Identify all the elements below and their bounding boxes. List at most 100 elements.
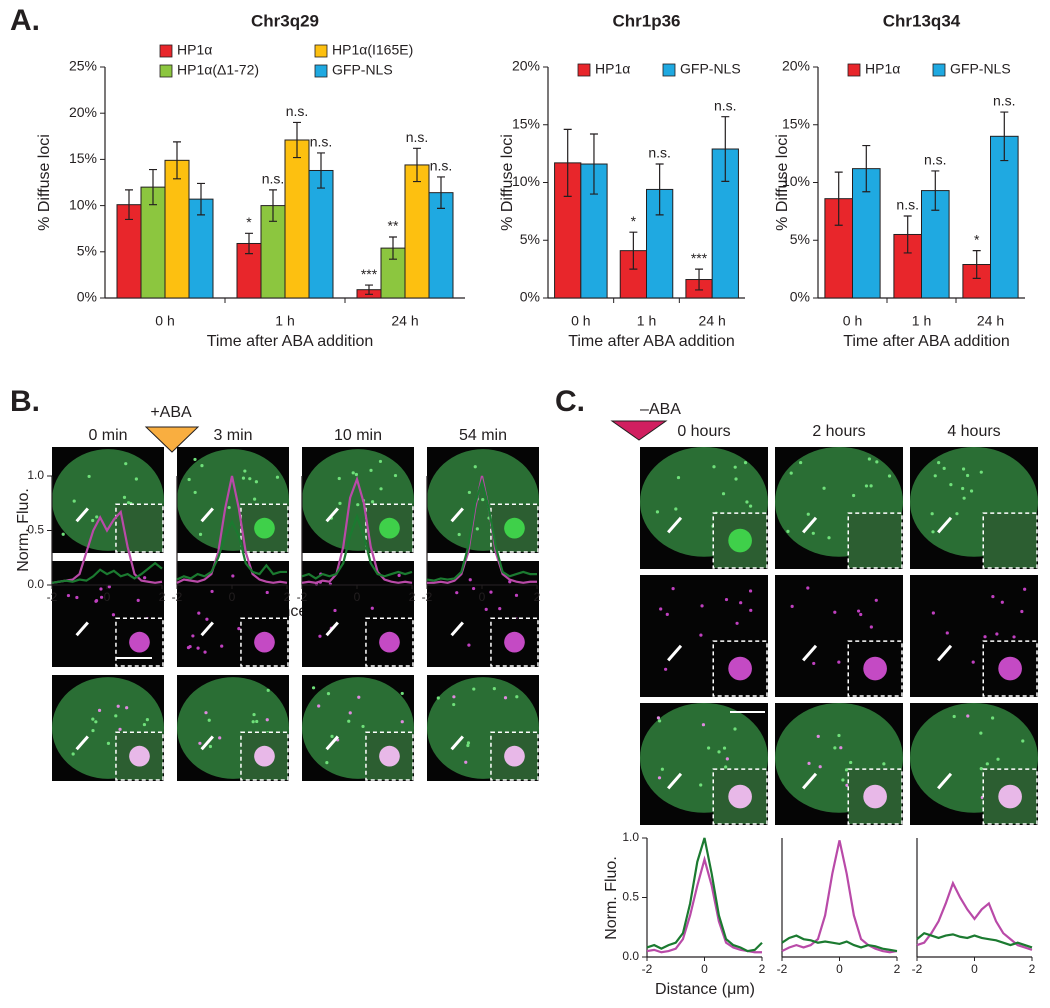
- legend-label: HP1α: [595, 61, 630, 77]
- error-bar: [1000, 111, 1009, 162]
- spot: [699, 783, 703, 787]
- y-tick-label: 1.0: [27, 468, 44, 482]
- significance: *: [974, 231, 980, 247]
- spot: [659, 607, 663, 611]
- profile-line: [325, 507, 339, 523]
- treatment-label: +ABA: [150, 404, 192, 421]
- spot: [991, 716, 995, 720]
- spot: [671, 586, 675, 591]
- bar: [140, 186, 166, 299]
- spot: [472, 687, 476, 691]
- y-tick-label: 20%: [782, 58, 810, 74]
- inset-spot: [863, 656, 887, 681]
- spot: [231, 574, 235, 578]
- profile-line: [802, 516, 818, 534]
- spot: [400, 720, 404, 724]
- profile-line: [937, 644, 953, 662]
- inset-spot: [504, 745, 525, 767]
- spot: [706, 746, 711, 750]
- bar: [284, 139, 310, 299]
- legend-swatch: [159, 44, 173, 58]
- spot: [657, 776, 662, 780]
- spot: [807, 761, 811, 765]
- spot: [91, 728, 95, 733]
- spot: [255, 719, 259, 724]
- spot: [655, 510, 660, 514]
- spot: [198, 532, 203, 536]
- legend-label: GFP-NLS: [950, 61, 1011, 77]
- spot: [193, 457, 197, 462]
- spot: [134, 477, 138, 481]
- profile-line: [75, 735, 89, 751]
- y-tick-label: 15%: [69, 150, 97, 166]
- spot: [701, 723, 706, 727]
- x-tick-label: 2: [284, 590, 291, 604]
- bar: [116, 204, 142, 299]
- significance: n.s.: [406, 129, 429, 145]
- y-tick-label: 0%: [790, 289, 810, 305]
- x-tick-label: -2: [47, 590, 58, 604]
- spot: [356, 503, 360, 507]
- y-tick-label: 0%: [77, 289, 97, 305]
- profile-line: [667, 772, 683, 790]
- spot: [827, 536, 831, 540]
- spot: [227, 505, 231, 510]
- spot: [874, 598, 878, 602]
- spot: [338, 501, 342, 505]
- error-bar: [862, 144, 871, 193]
- spot: [837, 733, 841, 738]
- inset-spot: [379, 631, 400, 653]
- spot: [393, 473, 398, 478]
- spot: [996, 757, 1000, 761]
- spot: [122, 495, 127, 499]
- spot: [254, 480, 258, 484]
- spot: [99, 595, 104, 599]
- spot: [700, 604, 704, 608]
- error-bar: [655, 163, 664, 216]
- panel-label: A.: [10, 4, 40, 37]
- spot: [318, 634, 322, 638]
- legend-label: GFP-NLS: [332, 62, 393, 78]
- spot: [961, 467, 966, 471]
- significance: ***: [691, 250, 708, 266]
- spot: [503, 696, 508, 700]
- spot: [191, 634, 195, 638]
- spot: [749, 608, 753, 612]
- significance: *: [246, 214, 252, 230]
- panel-label: C.: [555, 385, 585, 418]
- spot: [106, 741, 111, 745]
- x-tick-label: -2: [642, 962, 653, 976]
- y-axis-label: % Diffuse loci: [774, 134, 791, 231]
- y-tick-label: 0.0: [622, 949, 639, 963]
- bar: [990, 135, 1019, 299]
- x-tick-label: 0: [836, 962, 843, 976]
- spot: [942, 466, 946, 470]
- spot: [961, 486, 965, 491]
- time-label: 0 min: [88, 427, 127, 444]
- profile-line: [667, 644, 683, 662]
- spot: [969, 489, 974, 493]
- spot: [107, 585, 111, 589]
- spot: [145, 717, 149, 722]
- spot: [498, 607, 502, 611]
- spot: [187, 477, 191, 482]
- spot: [822, 486, 826, 490]
- spot: [733, 465, 737, 469]
- spot: [265, 590, 269, 595]
- spot: [1000, 600, 1004, 604]
- y-tick-label: 1.0: [622, 830, 639, 844]
- profile-line: [646, 855, 762, 954]
- spot: [952, 714, 956, 719]
- spot: [859, 612, 863, 617]
- spot: [124, 462, 128, 466]
- error-bar: [563, 128, 572, 197]
- spot: [333, 608, 337, 613]
- treatment-marker: [144, 426, 200, 453]
- spot: [875, 460, 879, 464]
- spot: [99, 587, 103, 591]
- profile-line: [781, 934, 898, 953]
- spot: [816, 734, 820, 738]
- time-label: 10 min: [334, 427, 382, 444]
- x-tick-label: -2: [422, 590, 433, 604]
